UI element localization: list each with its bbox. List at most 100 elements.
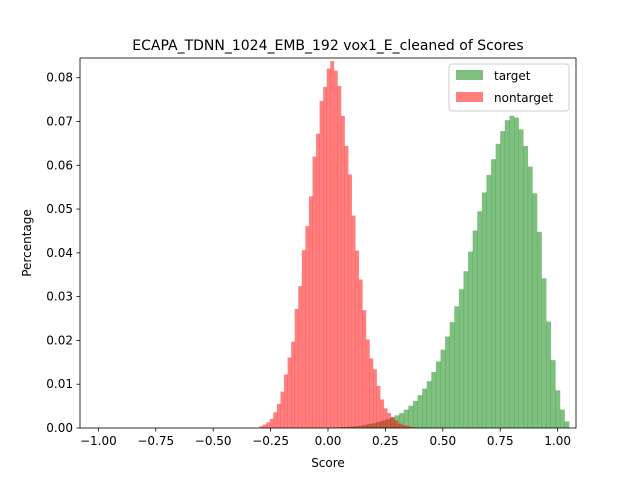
- x-tick-label: 1.00: [544, 434, 571, 448]
- nontarget-bar: [355, 250, 360, 428]
- nontarget-bar: [337, 86, 342, 429]
- target-bar: [523, 146, 529, 428]
- nontarget-bar: [340, 115, 345, 429]
- target-bar: [500, 131, 506, 428]
- target-bar: [403, 409, 409, 428]
- x-tick-label: −1.00: [80, 434, 117, 448]
- nontarget-bar: [358, 279, 363, 428]
- target-bar: [481, 192, 487, 428]
- x-tick-label: 0.75: [487, 434, 514, 448]
- nontarget-bar: [405, 425, 409, 428]
- target-bar: [564, 421, 570, 428]
- x-tick-label: −0.50: [195, 434, 232, 448]
- target-bar: [477, 211, 483, 428]
- nontarget-bar: [344, 146, 349, 428]
- nontarget-bar: [298, 286, 303, 428]
- target-bar: [509, 115, 515, 429]
- target-bar: [399, 413, 405, 428]
- y-tick-label: 0.08: [46, 71, 73, 85]
- legend: target nontarget: [448, 63, 570, 112]
- target-bar: [431, 371, 437, 428]
- y-axis-ticks: 0.00 0.01 0.02 0.03 0.04 0.05 0.06 0.07 0.08: [46, 71, 80, 435]
- target-bar: [495, 143, 501, 428]
- nontarget-bar: [380, 399, 384, 428]
- nontarget-bar: [308, 196, 313, 428]
- target-bar: [559, 409, 565, 428]
- nontarget-bar: [373, 369, 377, 428]
- nontarget-bar: [276, 403, 281, 428]
- target-bar: [417, 395, 423, 428]
- nontarget-bar: [294, 308, 299, 428]
- legend-label-target: target: [494, 69, 531, 83]
- nontarget-bar: [412, 427, 417, 428]
- target-bar: [541, 278, 547, 428]
- chart-title: ECAPA_TDNN_1024_EMB_192 vox1_E_cleaned o…: [132, 38, 523, 54]
- nontarget-bar: [390, 417, 395, 428]
- target-bar: [449, 322, 455, 428]
- legend-label-nontarget: nontarget: [494, 91, 553, 105]
- legend-swatch-nontarget: [456, 92, 483, 102]
- x-tick-label: 0.00: [315, 434, 342, 448]
- x-tick-label: 0.50: [429, 434, 456, 448]
- y-tick-label: 0.07: [46, 114, 73, 128]
- y-tick-label: 0.06: [46, 158, 73, 172]
- nontarget-bar: [351, 215, 356, 428]
- target-bar: [435, 361, 441, 428]
- target-bar: [527, 166, 533, 428]
- x-tick-label: −0.25: [252, 434, 289, 448]
- nontarget-bar: [362, 310, 367, 428]
- legend-swatch-target: [456, 70, 483, 80]
- y-axis-label: Percentage: [20, 209, 34, 277]
- x-tick-label: 0.25: [372, 434, 399, 448]
- target-bar: [486, 174, 492, 428]
- y-tick-label: 0.03: [46, 290, 73, 304]
- nontarget-bar: [369, 358, 374, 428]
- target-bar: [426, 381, 432, 428]
- target-bar: [472, 230, 478, 428]
- nontarget-bar: [387, 413, 392, 428]
- y-tick-label: 0.04: [46, 246, 73, 260]
- nontarget-bar: [280, 391, 285, 428]
- nontarget-bar: [273, 412, 278, 428]
- target-bar: [468, 251, 473, 428]
- target-bar: [504, 120, 510, 429]
- nontarget-bar: [397, 423, 402, 428]
- nontarget-bar: [269, 418, 274, 428]
- target-bar: [412, 400, 418, 428]
- nontarget-bar: [305, 226, 310, 428]
- nontarget-bar: [401, 424, 406, 428]
- nontarget-bar: [291, 341, 295, 428]
- nontarget-bar: [330, 61, 335, 428]
- target-bar: [445, 336, 450, 428]
- target-bar: [454, 306, 460, 428]
- target-bar: [555, 390, 561, 428]
- target-bar: [463, 271, 469, 428]
- nontarget-bar: [262, 424, 267, 428]
- nontarget-bar: [326, 68, 331, 428]
- y-tick-label: 0.02: [46, 333, 73, 347]
- nontarget-bar: [383, 408, 388, 428]
- target-bar: [408, 405, 414, 428]
- target-bar: [550, 360, 556, 428]
- nontarget-bars: [259, 61, 420, 429]
- y-tick-label: 0.01: [46, 377, 73, 391]
- target-bar: [546, 321, 552, 428]
- nontarget-bar: [408, 426, 413, 428]
- nontarget-bar: [394, 420, 399, 428]
- nontarget-bar: [316, 133, 320, 428]
- target-bar: [514, 117, 519, 429]
- y-tick-label: 0.05: [46, 202, 73, 216]
- nontarget-bar: [312, 156, 317, 428]
- nontarget-bar: [348, 174, 352, 428]
- nontarget-bar: [365, 339, 370, 428]
- nontarget-bar: [333, 70, 338, 428]
- nontarget-bar: [284, 374, 288, 428]
- nontarget-bar: [259, 426, 263, 428]
- x-axis-label: Score: [311, 456, 345, 470]
- nontarget-bar: [301, 250, 306, 428]
- nontarget-bar: [287, 357, 292, 428]
- target-bar: [422, 388, 428, 428]
- x-axis-ticks: −1.00 −0.75 −0.50 −0.25 0.00 0.25 0.50 0.75 1.00: [80, 428, 571, 448]
- target-bars: [339, 115, 570, 429]
